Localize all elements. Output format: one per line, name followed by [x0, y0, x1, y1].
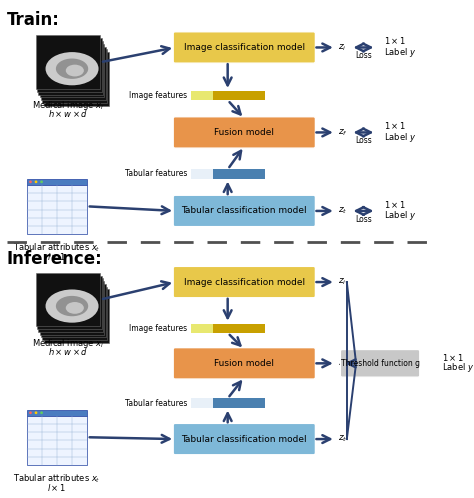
Bar — [213, 91, 264, 100]
Bar — [37, 275, 101, 329]
Bar — [43, 287, 107, 340]
Text: $z_i$: $z_i$ — [337, 277, 346, 287]
Text: Label $y$: Label $y$ — [384, 130, 416, 143]
Bar — [213, 169, 264, 179]
Ellipse shape — [56, 296, 88, 316]
Bar — [40, 281, 104, 335]
Text: Loss: Loss — [355, 51, 372, 60]
Bar — [41, 46, 106, 100]
Text: Image features: Image features — [129, 91, 187, 100]
Bar — [41, 284, 106, 338]
Text: Loss: Loss — [355, 136, 372, 145]
Circle shape — [40, 180, 43, 183]
Text: $1 \times 1$: $1 \times 1$ — [442, 352, 464, 364]
Bar — [43, 49, 107, 103]
FancyBboxPatch shape — [173, 348, 315, 379]
Text: $1 \times 1$: $1 \times 1$ — [384, 35, 406, 46]
Text: $z_i$: $z_i$ — [337, 42, 346, 53]
Bar — [191, 324, 213, 333]
Text: Train:: Train: — [7, 11, 60, 29]
Text: Tabular attributes $x_t$: Tabular attributes $x_t$ — [13, 242, 100, 254]
Bar — [191, 398, 213, 408]
Ellipse shape — [46, 52, 99, 85]
Bar — [36, 273, 100, 326]
Text: Label $y$: Label $y$ — [384, 209, 416, 222]
Bar — [27, 416, 87, 465]
Text: Medical image $x_i$: Medical image $x_i$ — [32, 99, 104, 112]
Text: Label $y$: Label $y$ — [384, 46, 416, 59]
Bar — [38, 278, 103, 332]
Bar — [213, 398, 264, 408]
Circle shape — [29, 180, 32, 183]
Text: Tabular classification model: Tabular classification model — [182, 435, 307, 444]
Text: $h \times w \times d$: $h \times w \times d$ — [48, 109, 88, 120]
Ellipse shape — [46, 289, 99, 323]
Text: Tabular classification model: Tabular classification model — [182, 207, 307, 216]
Text: $1 \times 1$: $1 \times 1$ — [384, 121, 406, 131]
Text: Fusion model: Fusion model — [214, 128, 274, 137]
Text: Image classification model: Image classification model — [184, 43, 305, 52]
Circle shape — [29, 411, 32, 414]
Text: Tabular features: Tabular features — [125, 169, 187, 178]
Bar — [191, 169, 213, 179]
FancyBboxPatch shape — [173, 32, 315, 63]
Text: $h \times w \times d$: $h \times w \times d$ — [48, 346, 88, 357]
Text: Image features: Image features — [129, 324, 187, 333]
Text: Tabular attributes $x_t$: Tabular attributes $x_t$ — [13, 472, 100, 485]
Text: $1 \times 1$: $1 \times 1$ — [384, 199, 406, 210]
Text: $z_f$: $z_f$ — [337, 358, 347, 369]
Text: Inference:: Inference: — [7, 249, 103, 268]
Circle shape — [35, 180, 37, 183]
Text: Image classification model: Image classification model — [184, 277, 305, 286]
Bar — [27, 185, 87, 234]
Bar — [38, 41, 103, 95]
Bar — [191, 91, 213, 100]
Bar — [40, 44, 104, 97]
Ellipse shape — [66, 302, 84, 314]
Text: $l \times 1$: $l \times 1$ — [47, 482, 66, 493]
Bar — [27, 409, 87, 416]
Text: Label $y$: Label $y$ — [442, 362, 474, 374]
Text: $z_t$: $z_t$ — [337, 434, 347, 444]
Ellipse shape — [56, 59, 88, 79]
Text: Loss: Loss — [355, 215, 372, 224]
Text: Threshold function ɡ: Threshold function ɡ — [341, 359, 419, 368]
Bar — [27, 179, 87, 185]
Text: $z_t$: $z_t$ — [337, 206, 347, 216]
Ellipse shape — [66, 65, 84, 76]
FancyBboxPatch shape — [173, 117, 315, 148]
FancyBboxPatch shape — [340, 350, 420, 377]
Bar — [44, 52, 109, 106]
FancyBboxPatch shape — [173, 195, 315, 227]
Text: $z_f$: $z_f$ — [337, 127, 347, 137]
Circle shape — [40, 411, 43, 414]
Text: $l \times 1$: $l \times 1$ — [47, 250, 66, 261]
Text: Medical image $x_i$: Medical image $x_i$ — [32, 337, 104, 350]
Circle shape — [35, 411, 37, 414]
Bar — [37, 38, 101, 92]
Bar — [44, 289, 109, 343]
FancyBboxPatch shape — [173, 266, 315, 298]
Text: Fusion model: Fusion model — [214, 359, 274, 368]
FancyBboxPatch shape — [173, 423, 315, 455]
Bar — [36, 35, 100, 89]
Bar — [213, 324, 264, 333]
Text: Tabular features: Tabular features — [125, 398, 187, 407]
